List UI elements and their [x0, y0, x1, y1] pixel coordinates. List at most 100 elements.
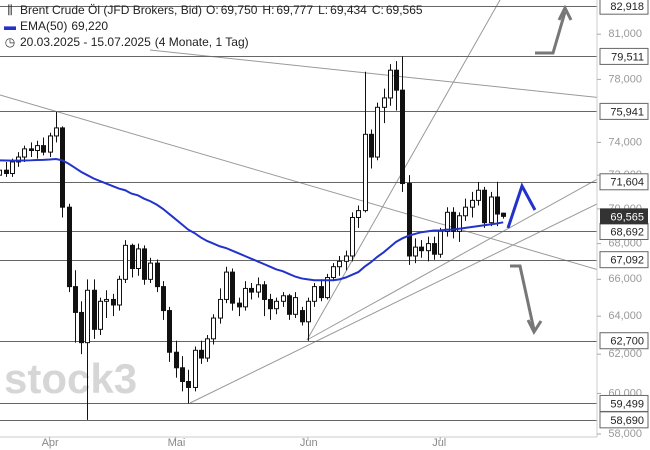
y-tick-label: 62,000 — [608, 348, 642, 360]
candle-body — [274, 300, 279, 310]
legend-row: ▬ EMA(50) 69,220 — [4, 19, 109, 33]
candle-body — [482, 189, 487, 224]
ema-value: 69,220 — [71, 19, 109, 33]
candle-body — [256, 284, 261, 293]
legend: ⫼ Brent Crude Öl (JFD Brokers, Bid) O: 69,7… — [4, 2, 432, 50]
level-label: 58,690 — [610, 415, 644, 427]
candle-body — [92, 289, 97, 330]
arrow-head — [557, 4, 573, 21]
candle-body — [193, 349, 198, 388]
candle-body — [0, 169, 2, 176]
candle-body — [98, 300, 103, 330]
candle-body — [10, 161, 15, 175]
arrow-head — [526, 319, 543, 336]
candle-body — [312, 286, 317, 302]
candle-body — [293, 297, 298, 315]
candle-body — [331, 266, 336, 279]
candle-body — [319, 286, 324, 299]
candle-body — [142, 248, 147, 280]
candle-body — [22, 148, 27, 158]
candle-body — [224, 271, 229, 300]
level-label-box — [599, 251, 649, 269]
candle-body — [123, 244, 128, 280]
ohlc: O: 69,750 H: 69,777 L: 69,434 C: 69,565 — [206, 3, 428, 17]
candle-body — [230, 271, 235, 304]
trend-line — [306, 178, 597, 341]
candle-body — [489, 196, 494, 224]
candle-body — [41, 145, 46, 153]
candle-body — [73, 286, 78, 313]
candle-body — [356, 210, 361, 218]
candle-body — [419, 246, 424, 252]
level-label-box — [599, 0, 649, 15]
candle-body — [85, 289, 90, 344]
candle-body — [29, 148, 34, 152]
candle-body — [300, 310, 305, 323]
level-label-box — [599, 47, 649, 65]
candle-body — [205, 338, 210, 359]
candle-body — [130, 244, 135, 270]
trend-lines — [0, 0, 597, 404]
candle-body — [237, 302, 242, 308]
candle-body — [249, 287, 254, 293]
ema-line — [0, 157, 504, 282]
level-label: 75,941 — [610, 106, 644, 118]
candle-body — [136, 248, 141, 270]
candle-body — [495, 196, 500, 215]
candle-body — [148, 262, 153, 280]
candle-body — [451, 211, 456, 232]
trend-line — [149, 49, 597, 98]
ohlc-value: 69,565 — [385, 3, 423, 17]
y-tick-label: 81,000 — [608, 28, 642, 40]
candle-body — [350, 216, 355, 257]
candle-body — [167, 310, 172, 353]
candle-body — [16, 156, 21, 163]
level-label: 71,604 — [610, 177, 644, 189]
candle-body — [262, 284, 267, 300]
trend-line — [189, 203, 597, 404]
candle-body — [104, 298, 109, 302]
x-tick-label: Mai — [168, 437, 186, 449]
candle-body — [287, 295, 292, 315]
candle-body — [426, 243, 431, 252]
candle-body — [174, 351, 179, 369]
x-tick-label: Jul — [432, 437, 446, 449]
instrument: Brent Crude Öl (JFD Brokers, Bid) — [20, 3, 203, 17]
arrow-down — [510, 264, 536, 331]
x-tick-label: Jun — [300, 437, 318, 449]
candle-body — [54, 127, 59, 137]
candle-body — [369, 133, 374, 158]
ohlc-key: C: — [371, 3, 384, 17]
ohlc-value: 69,750 — [220, 3, 258, 17]
candle-body — [117, 278, 122, 306]
arrow-scenario — [506, 182, 537, 229]
ohlc-value: 69,777 — [276, 3, 314, 17]
candle-body — [407, 183, 412, 257]
candle-body — [363, 133, 368, 212]
candle-body — [48, 135, 53, 153]
level-label-box — [599, 173, 649, 191]
candle-body — [432, 243, 437, 255]
candle-body — [438, 230, 443, 255]
date-range: 20.03.2025 - 15.07.2025 — [20, 35, 151, 49]
x-tick-label: Apr — [42, 437, 59, 449]
candle-body — [413, 246, 418, 257]
candle-body — [243, 287, 248, 308]
y-tick-label: 74,000 — [608, 136, 642, 148]
y-tick-label: 58,000 — [608, 428, 642, 440]
y-tick-label: 66,000 — [608, 273, 642, 285]
candle-body — [325, 277, 330, 299]
ohlc-value: 69,434 — [330, 3, 367, 17]
candle-body — [218, 298, 223, 319]
candle-body — [186, 381, 191, 388]
candle-body — [268, 298, 273, 310]
legend-row: ⫼ Brent Crude Öl (JFD Brokers, Bid) O: 69,7… — [4, 2, 432, 18]
candle-body — [67, 206, 72, 288]
candle-body — [337, 260, 342, 268]
ema-name: EMA(50) — [20, 19, 68, 33]
level-label: 68,692 — [610, 226, 644, 238]
candle-body — [199, 349, 204, 359]
candle-body — [375, 106, 380, 158]
